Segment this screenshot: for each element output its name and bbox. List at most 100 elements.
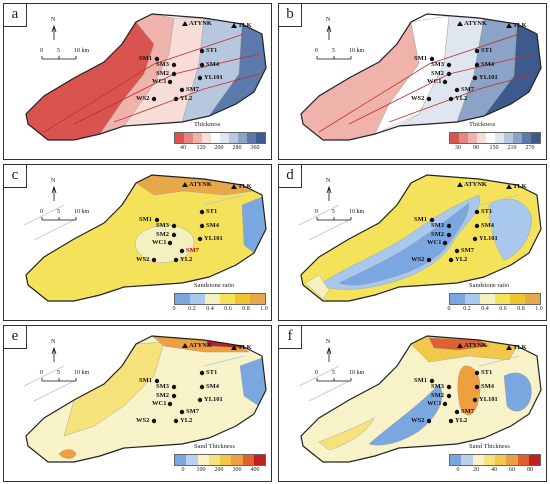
well-marker [197,236,203,242]
legend-swatch [175,294,190,304]
well-marker [171,223,177,229]
well-label: ST1 [481,47,493,54]
well-marker [151,96,157,102]
north-label: N [51,17,56,23]
well-marker [474,62,480,68]
well-label: WS2 [411,95,425,102]
well-marker [472,397,478,403]
contour-zone [58,449,77,459]
color-legend-bar [174,454,266,466]
north-arrow-icon [51,24,57,40]
well-marker [474,223,480,229]
well-marker [182,343,188,348]
legend-tick-label: 40 [491,467,497,473]
well-marker [199,209,205,215]
well-label: SM7 [186,247,199,254]
north-arrow-icon [51,185,57,201]
well-marker [457,21,463,26]
legend-tick-label: 30 [455,145,461,151]
well-label: WS2 [136,417,150,424]
well-label: WS2 [411,256,425,263]
legend-tick-label: 0.2 [188,306,196,312]
contour-zone [134,225,195,263]
well-label: SM4 [206,222,219,229]
well-marker [173,257,179,263]
legend-swatch [506,455,518,465]
well-marker [426,96,432,102]
scale-label: 10 km [74,209,90,215]
well-marker [426,257,432,263]
well-marker [442,401,448,407]
well-label: SM7 [461,247,474,254]
well-label: SM3 [431,222,444,229]
well-marker [197,397,203,403]
well-label: SM2 [156,70,169,77]
fault-line [43,33,245,133]
well-marker [171,62,177,68]
well-label: WS2 [136,256,150,263]
well-marker [199,62,205,68]
scale-label: 10 km [349,370,365,376]
well-label: ATYNK [464,20,487,27]
well-marker [179,248,185,254]
north-arrow-icon [326,185,332,201]
well-label: SM1 [139,216,152,223]
well-marker [173,418,179,424]
legend-tick-label: 20 [473,467,479,473]
scale-bar [316,378,352,382]
well-label: YL101 [204,396,223,403]
well-label: YL2 [455,95,468,102]
well-marker [472,75,478,81]
legend-tick-label: 400 [250,467,260,473]
legend-swatch [450,133,459,143]
scale-bar [316,56,352,60]
well-marker [429,217,435,223]
legend-tick-label: 0.8 [517,306,525,312]
well-label: SM7 [186,86,199,93]
legend-swatch [465,294,480,304]
legend-ticks: 30 90 150 210 270 [449,145,539,153]
well-marker [506,345,512,350]
north-label: N [326,339,331,345]
contour-zone [304,274,330,300]
legend-swatch [250,294,265,304]
legend-swatch [220,133,229,143]
well-marker [446,223,452,229]
well-marker [231,184,237,189]
panel-label: f [279,326,302,349]
well-marker [231,345,237,350]
well-marker [454,248,460,254]
legend-swatch [528,455,540,465]
scale-label: 0 [315,48,318,54]
well-label: SM2 [156,392,169,399]
fault-line [298,365,340,387]
well-label: SM4 [481,383,494,390]
well-label: YL2 [180,417,193,424]
legend-tick-label: 0 [456,467,460,473]
well-label: TLK [238,344,252,351]
legend-swatch [468,133,477,143]
legend-swatch [477,133,486,143]
well-marker [167,79,173,85]
well-label: WC1 [152,400,167,407]
well-marker [442,240,448,246]
basin-outline [25,13,267,141]
legend-ticks: 0 0.2 0.4 0.6 0.8 1.0 [173,306,268,314]
legend-title: Sandstone ratio [194,282,235,289]
well-marker [448,418,454,424]
legend-tick-label: 280 [232,145,242,151]
well-marker [167,240,173,246]
well-label: SM3 [431,61,444,68]
legend-swatch [202,133,211,143]
scale-label: 0 [315,370,318,376]
well-label: TLK [513,183,527,190]
well-label: SM4 [481,222,494,229]
well-marker [426,418,432,424]
legend-swatch [531,133,540,143]
contour-zone [318,417,375,451]
well-label: SM1 [414,216,427,223]
legend-swatch [208,455,220,465]
legend-swatch [231,455,243,465]
legend-swatch [184,133,193,143]
legend-tick-label: 60 [509,467,515,473]
